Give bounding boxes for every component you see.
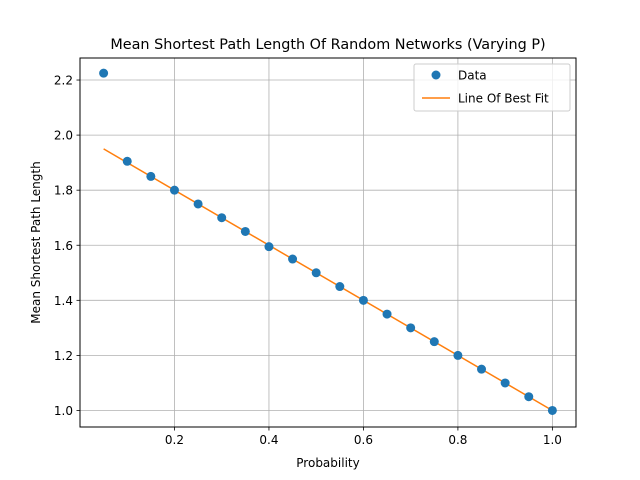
- x-tick-label: 0.4: [259, 433, 278, 447]
- y-tick-label: 2.2: [54, 74, 73, 88]
- data-point: [358, 295, 368, 305]
- data-point: [240, 226, 250, 236]
- data-point: [311, 268, 321, 278]
- y-tick-label: 2.0: [54, 129, 73, 143]
- legend-label-data: Data: [458, 69, 487, 83]
- data-point: [264, 242, 274, 252]
- data-point: [335, 282, 345, 292]
- data-point: [429, 337, 439, 347]
- data-point: [288, 254, 298, 264]
- y-axis-label: Mean Shortest Path Length: [29, 161, 43, 323]
- data-point: [406, 323, 416, 333]
- data-point: [169, 185, 179, 195]
- data-point: [146, 171, 156, 181]
- chart-title: Mean Shortest Path Length Of Random Netw…: [110, 37, 545, 53]
- data-point: [547, 405, 557, 415]
- legend-box: [413, 63, 571, 112]
- y-tick-label: 1.6: [54, 239, 73, 253]
- axis-ticks: 0.2 0.4 0.6 0.8 1.0 1.0 1.2 1.4 1.6 1.8 2.0 2.2: [54, 74, 562, 447]
- legend-data-marker: [431, 70, 441, 80]
- x-tick-label: 1.0: [543, 433, 562, 447]
- y-tick-label: 1.2: [54, 349, 73, 363]
- data-point: [524, 392, 534, 402]
- legend-label-fit: Line Of Best Fit: [458, 92, 549, 106]
- data-point: [477, 364, 487, 374]
- data-point: [193, 199, 203, 209]
- y-tick-label: 1.0: [54, 404, 73, 418]
- y-tick-label: 1.8: [54, 184, 73, 198]
- axes-frame: [79, 57, 577, 428]
- data-point: [99, 68, 109, 78]
- data-point: [453, 350, 463, 360]
- legend: Data Line Of Best Fit: [413, 63, 571, 112]
- best-fit-line: [103, 148, 553, 412]
- x-axis-label: Probability: [296, 456, 359, 470]
- x-tick-label: 0.2: [165, 433, 184, 447]
- y-tick-label: 1.4: [54, 294, 73, 308]
- x-tick-label: 0.8: [448, 433, 467, 447]
- data-point: [382, 309, 392, 319]
- data-point: [217, 213, 227, 223]
- data-point: [500, 378, 510, 388]
- x-tick-label: 0.6: [354, 433, 373, 447]
- plot-series: [99, 68, 557, 415]
- data-point: [122, 156, 132, 166]
